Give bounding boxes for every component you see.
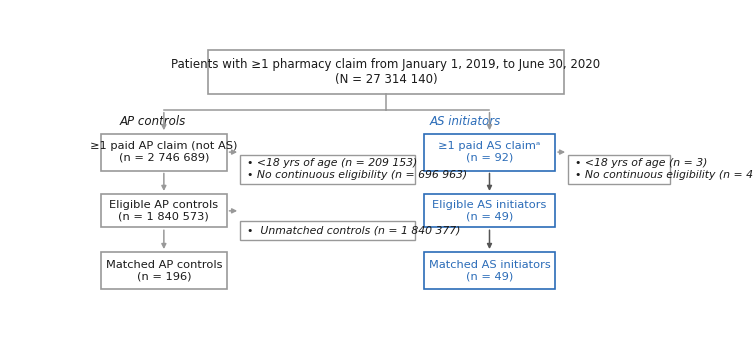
Text: Matched AS initiators
(n = 49): Matched AS initiators (n = 49) <box>428 260 550 282</box>
Bar <box>208 50 564 94</box>
Text: • <18 yrs of age (n = 209 153)
• No continuous eligibility (n = 696 963): • <18 yrs of age (n = 209 153) • No cont… <box>247 158 467 180</box>
Bar <box>424 194 555 227</box>
Text: Eligible AS initiators
(n = 49): Eligible AS initiators (n = 49) <box>432 200 547 222</box>
Bar <box>240 155 415 184</box>
Text: • <18 yrs of age (n = 3)
• No continuous eligibility (n = 40): • <18 yrs of age (n = 3) • No continuous… <box>575 158 753 180</box>
Bar <box>101 252 227 289</box>
Bar <box>424 252 555 289</box>
Text: ≥1 paid AP claim (not AS)
(n = 2 746 689): ≥1 paid AP claim (not AS) (n = 2 746 689… <box>90 141 237 163</box>
Text: •  Unmatched controls (n = 1 840 377): • Unmatched controls (n = 1 840 377) <box>247 226 460 236</box>
Text: ≥1 paid AS claimᵃ
(n = 92): ≥1 paid AS claimᵃ (n = 92) <box>438 141 541 163</box>
Text: AS initiators: AS initiators <box>430 115 501 128</box>
Text: Patients with ≥1 pharmacy claim from January 1, 2019, to June 30, 2020
(N = 27 3: Patients with ≥1 pharmacy claim from Jan… <box>172 58 600 86</box>
Bar <box>424 134 555 170</box>
Bar <box>240 221 415 240</box>
Bar <box>101 134 227 170</box>
Bar <box>101 194 227 227</box>
Text: Eligible AP controls
(n = 1 840 573): Eligible AP controls (n = 1 840 573) <box>109 200 218 222</box>
Bar <box>568 155 670 184</box>
Text: Matched AP controls
(n = 196): Matched AP controls (n = 196) <box>105 260 222 282</box>
Text: AP controls: AP controls <box>119 115 185 128</box>
